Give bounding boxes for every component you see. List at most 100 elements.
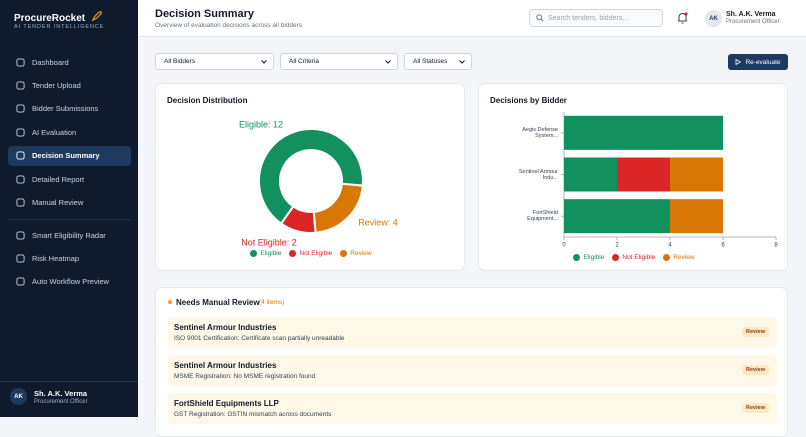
search[interactable]: Search tenders, bidders... [529, 9, 663, 27]
y-tick-label: Aegis Defense System... [522, 126, 558, 139]
legend-label: Review [673, 254, 695, 262]
legend-swatch [663, 254, 671, 261]
data-label: Not Eligible: 2 [241, 237, 297, 247]
nav-icon [16, 277, 25, 286]
status-dot [168, 300, 172, 304]
review-detail: GST Registration: GSTIN mismatch across … [174, 411, 332, 418]
filter-select[interactable]: All Statuses [404, 53, 472, 70]
nav-icon [16, 104, 25, 113]
nav-icon [16, 174, 25, 184]
legend-label: Eligible [583, 254, 605, 262]
y-tick-label: Sentinel Armour Indu... [518, 168, 558, 181]
bidder-name: FortShield Equipments LLP [174, 399, 279, 408]
nav-item[interactable]: Manual Review [8, 192, 131, 212]
avatar: AK [10, 388, 27, 405]
data-label: Review: 4 [358, 217, 398, 227]
nav-label: Bidder Submissions [32, 104, 99, 114]
legend-item: Not Eligible [289, 250, 332, 257]
nav-icon [16, 198, 25, 207]
legend-swatch [612, 254, 620, 261]
nav-icon [16, 254, 25, 263]
bar-segment [617, 157, 670, 192]
bidder-name: Sentinel Armour Industries [174, 323, 277, 332]
nav-item[interactable]: Detailed Report [8, 169, 131, 189]
chevron [459, 59, 465, 64]
decisions-by-bidder-card: Decisions by Bidder 0 2 4 6 8 Aegis Defense … [478, 83, 788, 271]
user-name: Sh. A.K. Verma [34, 389, 88, 398]
donut-chart: Eligible: 12 Not Eligible: 2 Review: 4 [239, 119, 398, 247]
button-label: Re-evaluate [745, 58, 781, 66]
play-icon [736, 59, 742, 65]
nav-label: Dashboard [32, 57, 69, 67]
nav-item[interactable]: Dashboard [8, 52, 131, 72]
search-placeholder: Search tenders, bidders... [548, 14, 629, 22]
filter-select[interactable]: All Criteria [280, 53, 398, 70]
legend-swatch [289, 250, 297, 257]
nav-label: Tender Upload [32, 80, 81, 90]
bar-segment [564, 199, 670, 234]
nav-label: AI Evaluation [32, 127, 77, 137]
nav-item[interactable]: AI Evaluation [8, 122, 131, 142]
nav-label: Auto Workflow Preview [32, 277, 109, 287]
y-tick-label: FortShield Equipment... [527, 210, 558, 223]
separator [8, 219, 131, 220]
review-detail: ISO 9001 Certification: Certificate scan… [174, 335, 345, 342]
re-evaluate-button[interactable]: Re-evaluate [728, 54, 788, 70]
nav-label: Detailed Report [32, 174, 85, 184]
user-name: Sh. A.K. Verma [726, 11, 776, 18]
review-item[interactable]: Sentinel Armour Industries MSME Registrat… [168, 355, 777, 386]
legend-item: Eligible [250, 250, 281, 257]
bar-segment [670, 157, 723, 192]
chart-title: Decisions by Bidder [490, 96, 567, 105]
search-icon [536, 14, 544, 22]
legend-item: Review [663, 254, 695, 262]
x-tick-label: 8 [774, 243, 778, 249]
nav-icon [16, 81, 25, 90]
notification-bell[interactable] [677, 12, 688, 24]
nav-item[interactable]: Auto Workflow Preview [8, 272, 131, 292]
review-item[interactable]: FortShield Equipments LLP GST Registratio… [168, 393, 777, 424]
filter-label: All Statuses [413, 58, 448, 65]
nav-label: Decision Summary [32, 151, 100, 161]
decision-distribution-card: Decision Distribution Eligible: 12 Not El… [155, 83, 465, 271]
nav-label: Risk Heatmap [32, 253, 80, 263]
donut-segment [258, 128, 364, 225]
bar-segment [670, 199, 723, 234]
nav-item[interactable]: Bidder Submissions [8, 99, 131, 119]
sidebar: ProcureRocket AI TENDER INTELLIGENCE Das… [0, 0, 138, 417]
page-title: Decision Summary [155, 8, 255, 20]
x-tick-label: 2 [615, 243, 619, 249]
nav-label: Manual Review [32, 197, 84, 207]
bar-segment [564, 157, 617, 192]
donut-segment [312, 182, 364, 234]
nav-item[interactable]: Tender Upload [8, 75, 131, 95]
avatar: AK [705, 10, 722, 27]
chevron [261, 59, 267, 64]
legend: Eligible Not Eligible Review [156, 250, 466, 257]
nav-icon [16, 151, 25, 160]
x-tick-label: 4 [668, 243, 672, 249]
user-role: Procurement Officer [34, 399, 88, 405]
filter-select[interactable]: All Bidders [155, 53, 274, 70]
legend-label: Eligible [260, 250, 282, 258]
x-tick-label: 0 [562, 243, 566, 249]
nav-item[interactable]: Smart Eligibility Radar [8, 225, 131, 245]
bar-segment [564, 115, 723, 150]
rocket-icon [91, 11, 102, 22]
review-item[interactable]: Sentinel Armour Industries ISO 9001 Certi… [168, 317, 777, 348]
nav-item[interactable]: Risk Heatmap [8, 248, 131, 268]
status-badge: Review [742, 403, 769, 413]
legend-label: Review [350, 250, 372, 258]
status-badge: Review [742, 365, 769, 375]
nav-label: Smart Eligibility Radar [32, 230, 106, 240]
user-role: Procurement Officer [726, 19, 780, 25]
page-subtitle: Overview of evaluation decisions across … [155, 22, 303, 29]
legend-swatch [573, 254, 581, 261]
legend-swatch [340, 250, 348, 257]
nav-item[interactable]: Decision Summary [8, 145, 131, 166]
legend-item: Eligible [573, 254, 604, 261]
section-title: Needs Manual Review [176, 298, 260, 307]
review-detail: MSME Registration: No MSME registration … [174, 373, 316, 380]
legend-label: Not Eligible [622, 254, 656, 262]
